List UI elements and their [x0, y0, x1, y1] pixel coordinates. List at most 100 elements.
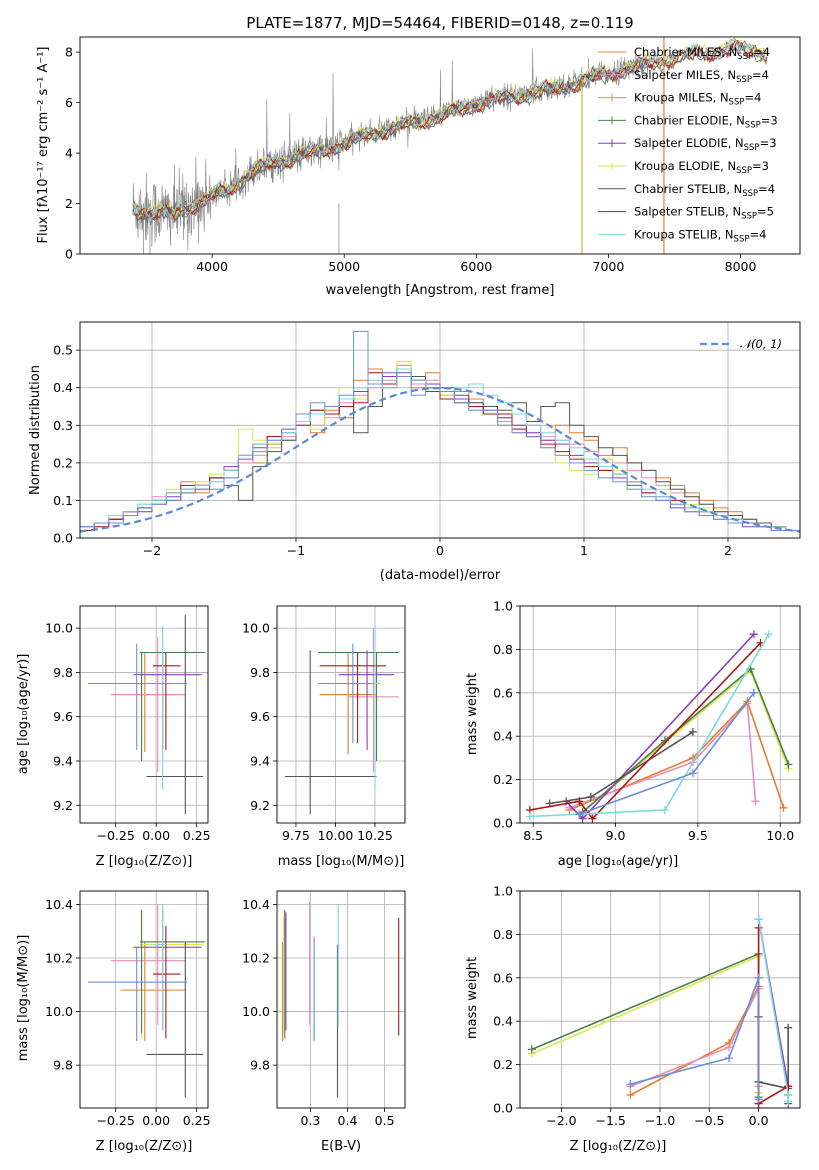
weight-vs-age-frame — [519, 605, 801, 824]
age-vs-Z-frame — [79, 605, 209, 824]
spectrum-ytick-label-0: 0 — [65, 247, 73, 262]
legend-entry-0: Chabrier MILES, NSSP=4 — [634, 45, 770, 62]
weight-vs-age-ytick-label-5: 1.0 — [493, 599, 513, 614]
residuals-ylabel: Normed distribution — [28, 365, 43, 495]
normal-distribution-curve — [80, 386, 800, 533]
weight-vs-Z-marker-8-0 — [626, 1080, 635, 1089]
weight-vs-age-marker-5-1 — [586, 792, 595, 801]
weight-vs-age-ytick-label-2: 0.4 — [493, 729, 513, 744]
weight-vs-age-marker-7-2 — [764, 630, 773, 639]
weight-vs-Z-marker-5-3 — [784, 1023, 793, 1032]
weight-vs-metallicity-ylabel: mass weight — [465, 957, 480, 1039]
age-vs-Z-plot-area — [88, 614, 205, 815]
residuals-frame — [79, 321, 801, 539]
residuals-ytick-label-0: 0.0 — [53, 531, 73, 546]
spectrum-ylabel: Flux [fλ10⁻¹⁷ erg cm⁻² s⁻¹ A⁻¹] — [36, 47, 51, 244]
mass-vs-Z-xtick-label-0: −0.25 — [96, 1113, 134, 1128]
spectrum-title: PLATE=1877, MJD=54464, FIBERID=0148, z=0… — [246, 14, 633, 32]
weight-vs-metallicity-panel: Z [log₁₀(Z/Z⊙)] mass weight −2.0 −1.5 −1.0… — [465, 884, 801, 1154]
weight-vs-age-panel: age [log₁₀(age/yr)] mass weight 8.5 9.0 9.… — [465, 599, 801, 869]
mass-vs-Z-xtick-label-1: 0.00 — [142, 1113, 170, 1128]
weight-vs-age-ytick-label-3: 0.6 — [493, 685, 513, 700]
residuals-xlabel: (data-model)/error — [380, 568, 501, 583]
weight-vs-Z-marker-8-1 — [725, 1054, 734, 1063]
weight-vs-age-ylabel: mass weight — [465, 673, 480, 755]
mass-vs-Z-frame — [79, 890, 209, 1109]
histogram-extra — [80, 330, 800, 531]
age-vs-mass-ytick-label-3: 9.8 — [250, 665, 270, 680]
weight-vs-Z-xtick-label-3: −0.5 — [694, 1113, 724, 1128]
weight-vs-Z-marker-8-3 — [754, 1095, 763, 1104]
age-vs-mass-ytick-label-4: 10.0 — [242, 621, 270, 636]
legend-entry-2: Kroupa MILES, NSSP=4 — [634, 91, 761, 108]
residuals-ytick-label-3: 0.3 — [53, 418, 73, 433]
age-vs-mass-ytick-label-1: 9.4 — [250, 754, 270, 769]
legend-entry-1: Salpeter MILES, NSSP=4 — [634, 68, 769, 85]
age-vs-mass-xtick-label-2: 10.25 — [357, 828, 393, 843]
mass-vs-Z-ytick-label-1: 10.0 — [45, 1004, 73, 1019]
weight-vs-age-series-k-elodie — [582, 669, 790, 813]
model-spectrum-k-stelib — [132, 39, 768, 222]
age-vs-Z-xtick-label-0: −0.25 — [96, 828, 134, 843]
weight-vs-age-marker-0-3 — [779, 803, 788, 812]
weight-vs-Z-marker-3-0 — [527, 1045, 536, 1054]
age-vs-mass-panel: mass [log₁₀(M/M⊙)] 9.75 10.00 10.25 9.2 9.4 9… — [242, 605, 406, 869]
weight-vs-age-xtick-label-2: 9.5 — [688, 828, 708, 843]
weight-vs-Z-xtick-label-1: −1.5 — [596, 1113, 626, 1128]
weight-vs-age-marker-5-2 — [688, 727, 697, 736]
mass-vs-ebv-ytick-label-1: 10.0 — [242, 1004, 270, 1019]
weight-vs-Z-ytick-label-3: 0.6 — [493, 970, 513, 985]
spectrum-xtick-label-4: 8000 — [725, 259, 757, 274]
spectrum-ytick-label-3: 6 — [65, 95, 73, 110]
mass-vs-ebv-frame — [276, 890, 406, 1109]
age-vs-Z-ytick-label-1: 9.4 — [53, 754, 73, 769]
mass-vs-ebv-xtick-label-2: 0.5 — [375, 1113, 395, 1128]
age-vs-mass-xlabel: mass [log₁₀(M/M⊙)] — [278, 854, 405, 869]
spectrum-xtick-label-0: 4000 — [196, 259, 228, 274]
weight-vs-age-xtick-label-0: 8.5 — [523, 828, 543, 843]
weight-vs-age-plot-area — [525, 630, 793, 823]
mass-vs-Z-ytick-label-3: 10.4 — [45, 897, 73, 912]
mass-vs-metallicity-panel: Z [log₁₀(Z/Z⊙)] mass [log₁₀(M/M⊙)] −0.25… — [16, 890, 211, 1154]
spectrum-xlabel: wavelength [Angstrom, rest frame] — [326, 283, 555, 298]
mass-vs-Z-ytick-label-0: 9.8 — [53, 1058, 73, 1073]
residuals-plot-area — [80, 330, 800, 533]
spectrum-frame — [79, 36, 801, 255]
weight-vs-Z-xtick-label-2: −1.0 — [645, 1113, 675, 1128]
mass-vs-ebv-plot-area — [282, 901, 400, 1098]
weight-vs-Z-marker-7-0 — [754, 915, 763, 924]
mass-vs-ebv-xtick-label-0: 0.3 — [300, 1113, 320, 1128]
residuals-xtick-label-1: −1 — [287, 543, 305, 558]
residuals-xtick-label-4: 2 — [724, 543, 732, 558]
mass-vs-Z-xtick-label-2: 0.25 — [183, 1113, 211, 1128]
spectrum-xtick-label-2: 6000 — [460, 259, 492, 274]
age-vs-metallicity-panel: Z [log₁₀(Z/Z⊙)] age [log₁₀(age/yr)] −0.2… — [16, 605, 211, 869]
residuals-xtick-label-3: 1 — [580, 543, 588, 558]
weight-vs-age-marker-7-1 — [660, 805, 669, 814]
spectrum-ytick-label-2: 4 — [65, 146, 73, 161]
mass-vs-metallicity-xlabel: Z [log₁₀(Z/Z⊙)] — [96, 1139, 193, 1154]
model-spectrum-c-stelib — [132, 41, 768, 223]
weight-vs-age-ytick-label-1: 0.2 — [493, 772, 513, 787]
age-vs-mass-plot-area — [284, 625, 399, 815]
mass-vs-extinction-xlabel: E(B-V) — [321, 1139, 361, 1154]
weight-vs-age-marker-6-1 — [575, 797, 584, 806]
spectrum-xtick-label-1: 5000 — [328, 259, 360, 274]
age-vs-Z-ytick-label-0: 9.2 — [53, 798, 73, 813]
age-vs-mass-ytick-label-0: 9.2 — [250, 798, 270, 813]
weight-vs-age-xtick-label-1: 9.0 — [606, 828, 626, 843]
weight-vs-Z-ytick-label-1: 0.2 — [493, 1057, 513, 1072]
weight-vs-age-xtick-label-3: 10.0 — [766, 828, 794, 843]
mass-vs-metallicity-ylabel: mass [log₁₀(M/M⊙)] — [16, 935, 31, 1062]
residuals-ytick-label-4: 0.4 — [53, 380, 73, 395]
legend-entry-7: Salpeter STELIB, NSSP=5 — [634, 205, 774, 222]
mass-vs-ebv-xtick-label-1: 0.4 — [338, 1113, 358, 1128]
age-vs-Z-xtick-label-2: 0.25 — [183, 828, 211, 843]
age-vs-mass-frame — [276, 605, 406, 824]
mass-vs-ebv-ytick-label-2: 10.2 — [242, 950, 270, 965]
weight-vs-Z-marker-6-0 — [754, 923, 763, 932]
weight-vs-metallicity-xlabel: Z [log₁₀(Z/Z⊙)] — [570, 1139, 667, 1154]
normal-legend-label: 𝒩(0, 1) — [740, 337, 782, 351]
